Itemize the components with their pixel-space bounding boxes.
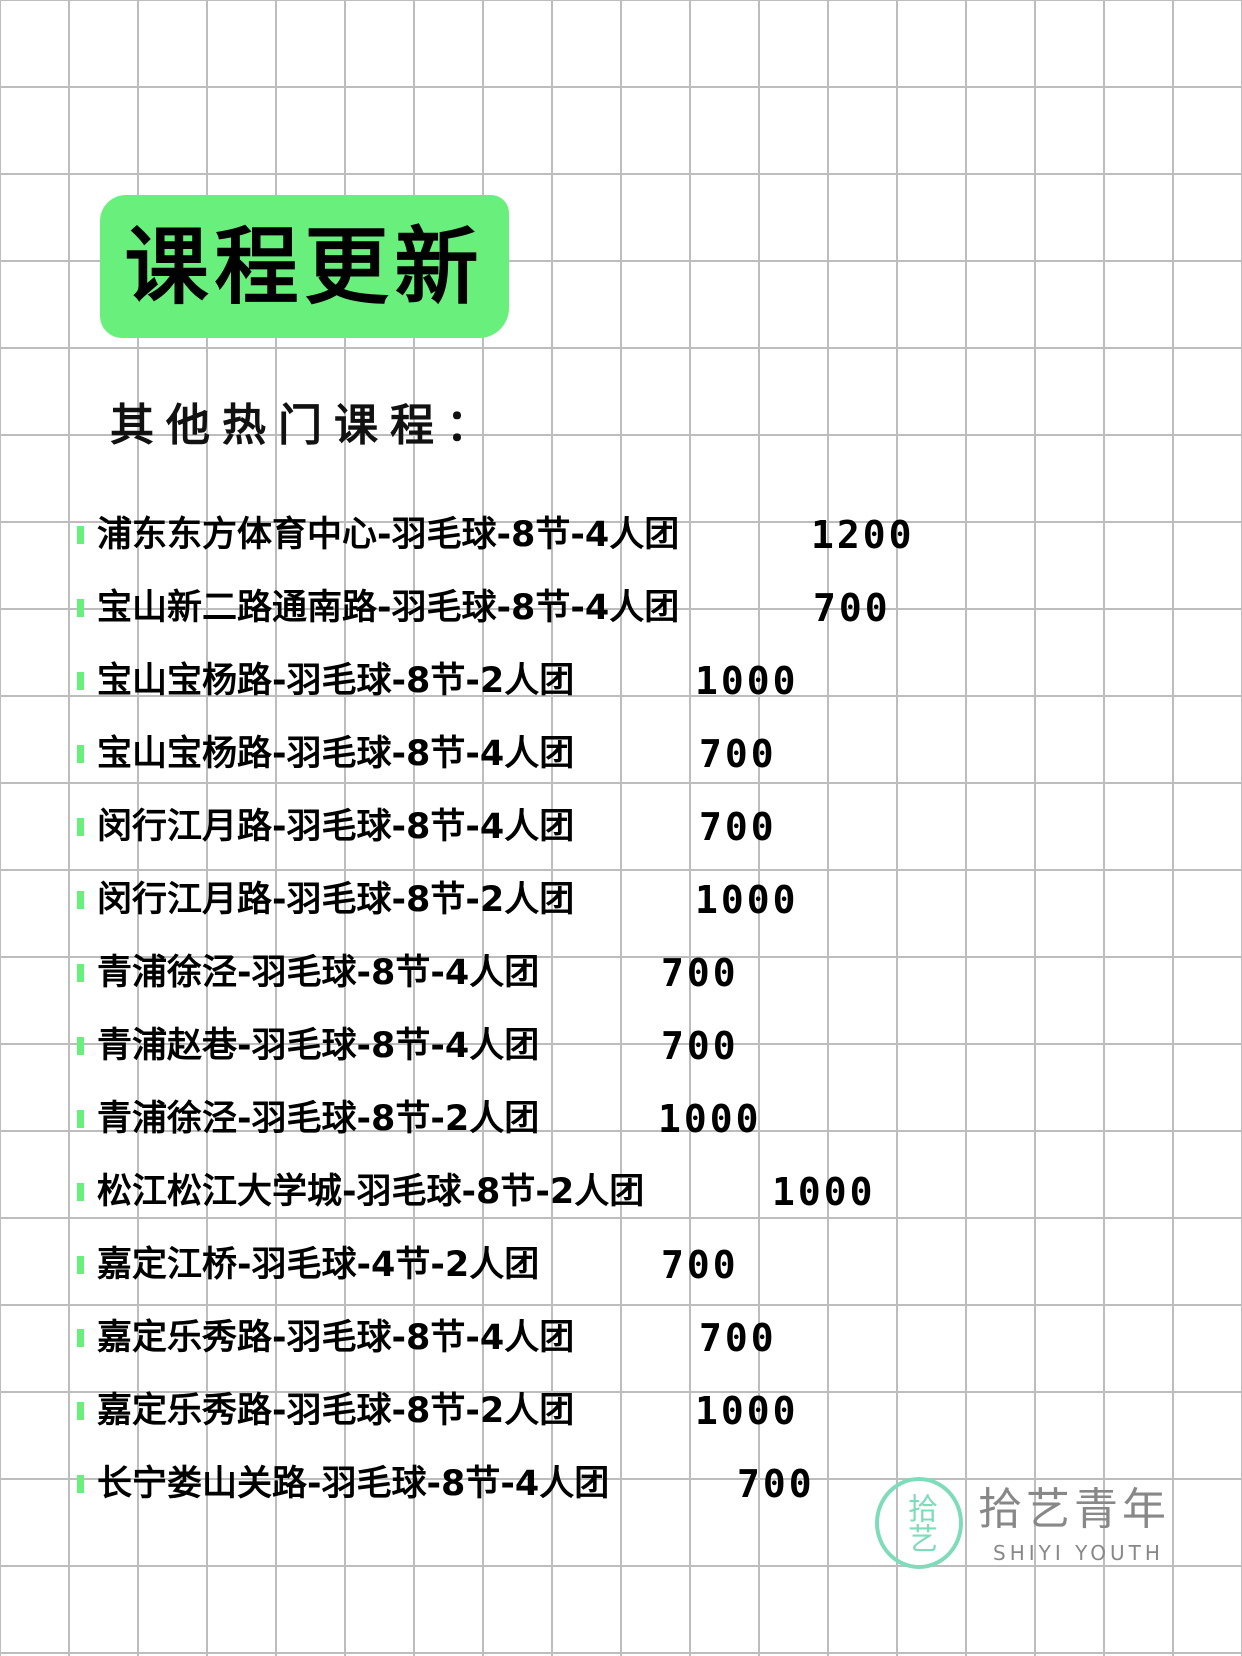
bullet-marker xyxy=(77,1256,84,1274)
course-price: 700 xyxy=(699,1316,777,1360)
bullet-marker xyxy=(77,1329,84,1347)
list-item: 松江松江大学城-羽毛球-8节-2人团 1000 xyxy=(77,1167,876,1217)
list-item: 青浦徐泾-羽毛球-8节-2人团 1000 xyxy=(77,1094,762,1144)
list-item: 宝山宝杨路-羽毛球-8节-4人团 700 xyxy=(77,729,777,779)
list-item: 长宁娄山关路-羽毛球-8节-4人团 700 xyxy=(77,1459,815,1509)
logo-name-en: SHIYI YOUTH xyxy=(993,1541,1164,1565)
course-name: 闵行江月路-羽毛球-8节-2人团 xyxy=(97,880,575,920)
bullet-marker xyxy=(77,964,84,982)
list-item: 嘉定江桥-羽毛球-4节-2人团 700 xyxy=(77,1240,739,1290)
course-price: 1000 xyxy=(695,1389,799,1433)
bullet-marker xyxy=(77,891,84,909)
course-name: 青浦徐泾-羽毛球-8节-4人团 xyxy=(97,953,540,993)
list-item: 青浦徐泾-羽毛球-8节-4人团 700 xyxy=(77,948,739,998)
list-item: 浦东东方体育中心-羽毛球-8节-4人团 1200 xyxy=(77,510,915,560)
course-price: 1000 xyxy=(695,878,799,922)
bullet-marker xyxy=(77,1110,84,1128)
page-title: 课程更新 xyxy=(124,217,485,316)
course-name: 松江松江大学城-羽毛球-8节-2人团 xyxy=(97,1172,645,1212)
list-item: 宝山新二路通南路-羽毛球-8节-4人团 700 xyxy=(77,583,891,633)
logo-name-cn: 拾艺青年 xyxy=(978,1484,1170,1535)
course-price: 1200 xyxy=(811,513,915,557)
course-price: 700 xyxy=(661,1243,739,1287)
bullet-marker xyxy=(77,599,84,617)
course-name: 嘉定江桥-羽毛球-4节-2人团 xyxy=(97,1245,540,1285)
bullet-marker xyxy=(77,672,84,690)
bullet-marker xyxy=(77,1402,84,1420)
list-item: 闵行江月路-羽毛球-8节-4人团 700 xyxy=(77,802,777,852)
section-subtitle: 其他热门课程： xyxy=(110,400,502,451)
bullet-marker xyxy=(77,1475,84,1493)
list-item: 嘉定乐秀路-羽毛球-8节-2人团 1000 xyxy=(77,1386,799,1436)
list-item: 闵行江月路-羽毛球-8节-2人团 1000 xyxy=(77,875,799,925)
course-price: 700 xyxy=(699,805,777,849)
course-name: 嘉定乐秀路-羽毛球-8节-4人团 xyxy=(97,1318,575,1358)
course-name: 宝山宝杨路-羽毛球-8节-2人团 xyxy=(97,661,575,701)
logo-mark-icon: 拾艺 xyxy=(875,1477,963,1569)
course-name: 嘉定乐秀路-羽毛球-8节-2人团 xyxy=(97,1391,575,1431)
course-name: 浦东东方体育中心-羽毛球-8节-4人团 xyxy=(97,515,680,555)
course-price: 1000 xyxy=(695,659,799,703)
course-name: 长宁娄山关路-羽毛球-8节-4人团 xyxy=(97,1464,610,1504)
bullet-marker xyxy=(77,1037,84,1055)
bullet-marker xyxy=(77,1183,84,1201)
bullet-marker xyxy=(77,745,84,763)
logo-mark: 拾艺 xyxy=(902,1493,937,1553)
course-name: 青浦赵巷-羽毛球-8节-4人团 xyxy=(97,1026,540,1066)
title-banner: 课程更新 xyxy=(100,195,509,338)
course-price: 700 xyxy=(661,951,739,995)
course-price: 700 xyxy=(737,1462,815,1506)
course-price: 1000 xyxy=(658,1097,762,1141)
course-name: 宝山宝杨路-羽毛球-8节-4人团 xyxy=(97,734,575,774)
course-name: 宝山新二路通南路-羽毛球-8节-4人团 xyxy=(97,588,680,628)
course-price: 1000 xyxy=(772,1170,876,1214)
course-price: 700 xyxy=(699,732,777,776)
list-item: 青浦赵巷-羽毛球-8节-4人团 700 xyxy=(77,1021,739,1071)
list-item: 嘉定乐秀路-羽毛球-8节-4人团 700 xyxy=(77,1313,777,1363)
bullet-marker xyxy=(77,526,84,544)
course-price: 700 xyxy=(813,586,891,630)
course-name: 闵行江月路-羽毛球-8节-4人团 xyxy=(97,807,575,847)
course-name: 青浦徐泾-羽毛球-8节-2人团 xyxy=(97,1099,540,1139)
list-item: 宝山宝杨路-羽毛球-8节-2人团 1000 xyxy=(77,656,799,706)
course-price: 700 xyxy=(661,1024,739,1068)
bullet-marker xyxy=(77,818,84,836)
